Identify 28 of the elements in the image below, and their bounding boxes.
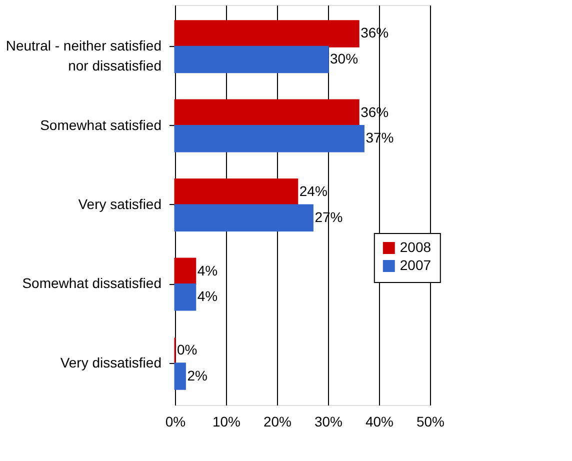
data-label: 4%: [197, 288, 218, 304]
y-tick-label: Very satisfied: [78, 196, 162, 212]
bar: [174, 125, 364, 152]
y-tick-label: Very dissatisfied: [60, 354, 162, 370]
x-tick-label: 10%: [212, 414, 241, 430]
data-label: 2%: [187, 367, 208, 384]
bar: [174, 99, 360, 127]
x-tick-label: 30%: [314, 414, 343, 430]
x-tick-label: 0%: [165, 414, 186, 430]
data-label: 30%: [330, 50, 358, 66]
data-label: 0%: [177, 342, 198, 358]
bar: [174, 178, 298, 206]
bar: [174, 283, 196, 311]
y-tick-label: Somewhat dissatisfied: [22, 275, 162, 292]
bar: [174, 204, 314, 232]
bar: [174, 258, 196, 285]
x-tick-label: 50%: [416, 414, 445, 430]
y-tick-label: Somewhat satisfied: [40, 116, 162, 133]
legend-label: 2008: [400, 239, 432, 255]
data-label: 4%: [197, 262, 218, 278]
x-tick-label: 20%: [263, 414, 292, 430]
y-tick-label: Neutral - neither satisfied nor dissatisfied: [6, 38, 162, 74]
bar: [174, 46, 329, 74]
data-label: 24%: [299, 183, 328, 200]
legend-label: 2007: [400, 257, 432, 273]
x-tick-label: 40%: [365, 414, 394, 430]
bar: [174, 362, 186, 390]
bar: [174, 20, 360, 48]
